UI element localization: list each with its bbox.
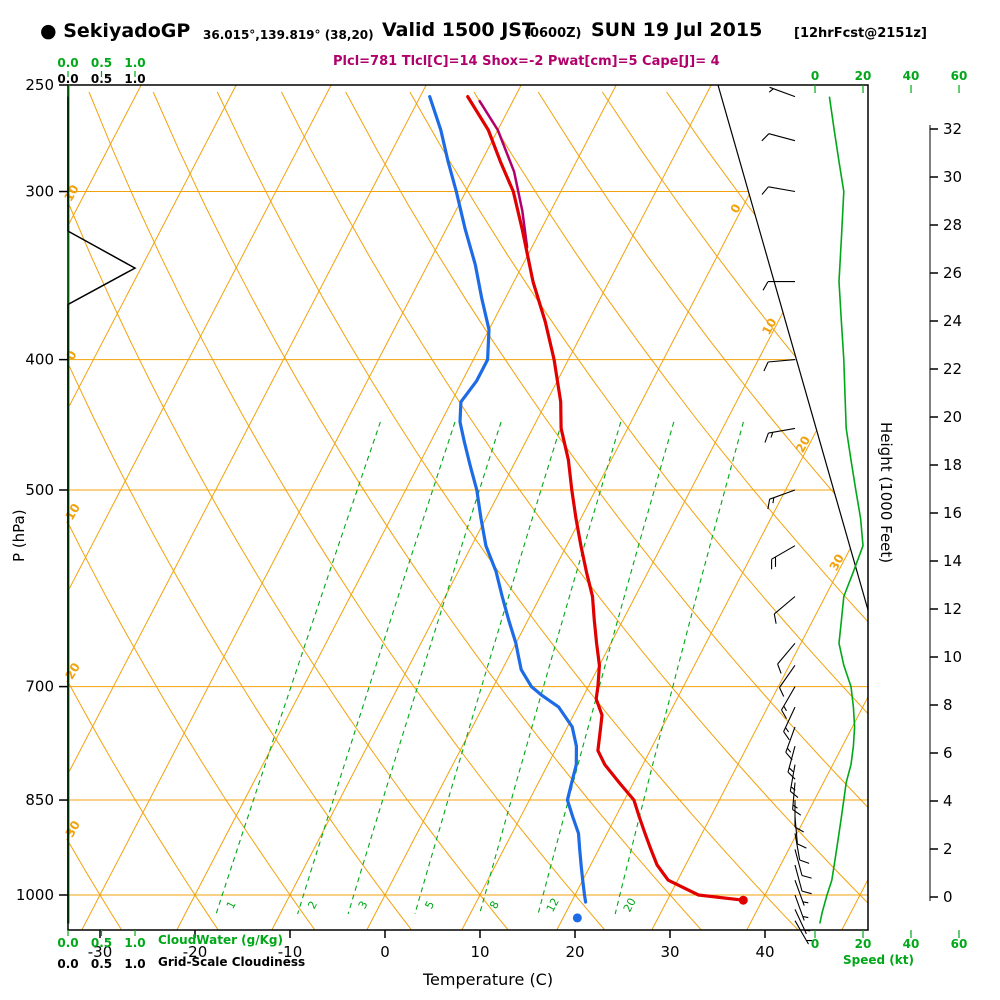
svg-text:20: 20 <box>943 408 962 426</box>
svg-text:28: 28 <box>943 216 962 234</box>
svg-text:60: 60 <box>951 937 968 951</box>
surface-temperature-dot <box>738 895 748 905</box>
dry-adiabat-label: 10 <box>61 182 81 203</box>
svg-text:0: 0 <box>943 888 953 906</box>
wind-barbs <box>761 86 812 945</box>
svg-text:0.5: 0.5 <box>91 957 112 971</box>
temperature-axis-label: Temperature (C) <box>423 970 554 989</box>
svg-text:20: 20 <box>855 937 872 951</box>
svg-text:-20: -20 <box>183 943 208 961</box>
wind-speed-profile <box>819 96 864 924</box>
svg-text:250: 250 <box>25 76 54 94</box>
mixing-ratio-label: 1 <box>224 899 239 911</box>
skewt-grid <box>68 85 868 930</box>
mixing-ratio-label: 2 <box>305 899 320 911</box>
station-name: SekiyadoGP <box>63 20 191 42</box>
svg-text:0.5: 0.5 <box>91 936 112 950</box>
dewpoint-curve <box>428 94 588 904</box>
station-dot-icon: ● <box>40 20 57 42</box>
cloudiness-profile <box>67 96 137 924</box>
valid-time: Valid 1500 JST <box>382 19 535 41</box>
fold-boundary-line <box>717 84 869 611</box>
svg-text:32: 32 <box>943 120 962 138</box>
svg-text:0.0: 0.0 <box>57 56 78 70</box>
mixing-ratio-label: 3 <box>356 899 371 911</box>
svg-text:-10: -10 <box>278 943 303 961</box>
svg-text:40: 40 <box>903 937 920 951</box>
isotherm-label: 30 <box>827 552 847 573</box>
svg-text:20: 20 <box>565 943 584 961</box>
surface-dewpoint-dot <box>572 913 582 923</box>
svg-text:1000: 1000 <box>16 886 54 904</box>
svg-text:10: 10 <box>943 648 962 666</box>
cloudwater-axis-label: CloudWater (g/Kg) <box>158 933 284 947</box>
cloudiness-axis-label: Grid-Scale Cloudiness <box>158 955 306 969</box>
svg-text:0.0: 0.0 <box>57 957 78 971</box>
isotherm-label: 20 <box>793 434 813 455</box>
svg-text:0: 0 <box>811 937 819 951</box>
isotherm-label: 0 <box>728 202 744 216</box>
mixing-ratio-label: 8 <box>487 899 502 911</box>
svg-text:0: 0 <box>811 69 819 83</box>
station-title: ● SekiyadoGP <box>40 20 191 42</box>
svg-text:0.5: 0.5 <box>91 72 112 86</box>
svg-text:16: 16 <box>943 504 962 522</box>
dry-adiabat-label: -20 <box>60 660 83 686</box>
svg-text:1.0: 1.0 <box>124 56 145 70</box>
svg-text:4: 4 <box>943 792 953 810</box>
svg-text:14: 14 <box>943 552 962 570</box>
isotherm-label: 10 <box>759 316 779 337</box>
parcel-curve <box>478 99 529 249</box>
svg-text:30: 30 <box>660 943 679 961</box>
dry-adiabat-label: -10 <box>60 501 83 527</box>
mixing-ratio-label: 20 <box>621 896 639 914</box>
dry-adiabat-label: -30 <box>60 818 83 844</box>
svg-text:8: 8 <box>943 696 953 714</box>
svg-text:700: 700 <box>25 678 54 696</box>
svg-text:0: 0 <box>380 943 390 961</box>
height-axis-label: Height (1000 Feet) <box>877 422 895 564</box>
svg-text:40: 40 <box>755 943 774 961</box>
svg-text:18: 18 <box>943 456 962 474</box>
forecast-tag: [12hrFcst@2151z] <box>794 26 927 41</box>
svg-text:10: 10 <box>470 943 489 961</box>
svg-text:400: 400 <box>25 351 54 369</box>
plot-frame <box>67 84 869 931</box>
speed-axis-label: Speed (kt) <box>843 953 914 967</box>
svg-text:300: 300 <box>25 183 54 201</box>
svg-text:0.0: 0.0 <box>57 72 78 86</box>
svg-text:22: 22 <box>943 360 962 378</box>
svg-text:1.0: 1.0 <box>124 72 145 86</box>
svg-text:500: 500 <box>25 481 54 499</box>
valid-utc: (0600Z) <box>524 26 582 41</box>
svg-text:-30: -30 <box>88 943 113 961</box>
svg-text:12: 12 <box>943 600 962 618</box>
svg-text:1.0: 1.0 <box>124 957 145 971</box>
svg-text:6: 6 <box>943 744 953 762</box>
svg-text:24: 24 <box>943 312 962 330</box>
svg-text:850: 850 <box>25 791 54 809</box>
pressure-axis-label: P (hPa) <box>10 509 28 562</box>
svg-text:30: 30 <box>943 168 962 186</box>
valid-date: SUN 19 Jul 2015 <box>591 19 763 41</box>
mixing-ratio-label: 5 <box>422 899 437 911</box>
svg-text:1.0: 1.0 <box>124 936 145 950</box>
svg-text:20: 20 <box>855 69 872 83</box>
svg-text:0.5: 0.5 <box>91 56 112 70</box>
sounding-parameters: Plcl=781 Tlcl[C]=14 Shox=-2 Pwat[cm]=5 C… <box>333 54 720 69</box>
svg-text:60: 60 <box>951 69 968 83</box>
svg-text:0.0: 0.0 <box>57 936 78 950</box>
temperature-curve <box>466 94 745 902</box>
station-coords: 36.015°,139.819° (38,20) <box>203 28 374 42</box>
dry-adiabat-label: 0 <box>63 348 79 362</box>
svg-text:26: 26 <box>943 264 962 282</box>
svg-text:40: 40 <box>903 69 920 83</box>
svg-text:2: 2 <box>943 840 953 858</box>
mixing-ratio-label: 12 <box>544 896 562 914</box>
